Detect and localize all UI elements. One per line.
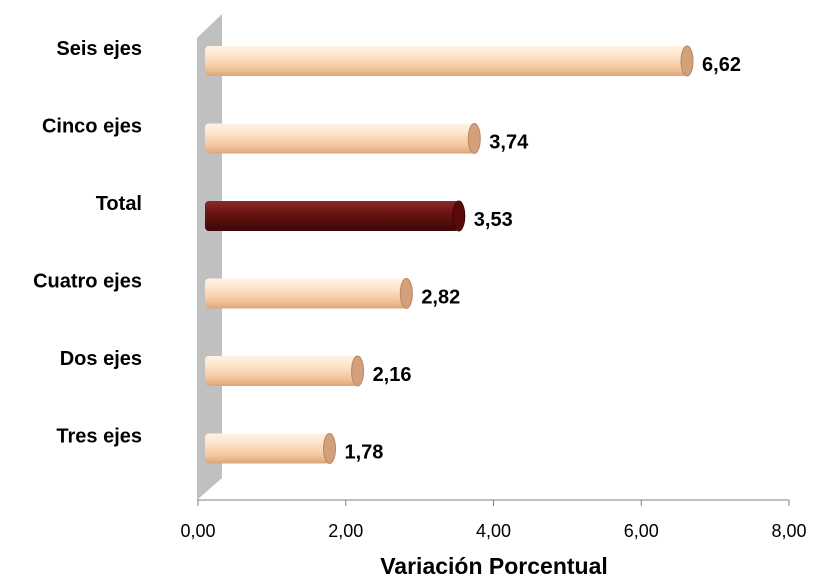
- x-tick-label: 6,00: [624, 521, 659, 541]
- category-labels: Seis ejes Cinco ejes Total Cuatro ejes Dos e…: [33, 38, 142, 448]
- bar-total: [205, 200, 466, 232]
- bar-body: [205, 123, 475, 154]
- bars-group: [205, 45, 694, 464]
- category-label: Tres ejes: [56, 426, 142, 448]
- bar-end-cap: [322, 433, 336, 464]
- bar-body: [205, 278, 407, 309]
- bar-body: [205, 201, 459, 231]
- bar-cuatro-ejes: [205, 278, 413, 309]
- bar-end-cap: [399, 278, 413, 309]
- bar-end-cap: [452, 200, 466, 232]
- value-labels: 6,62 3,74 3,53 2,82 2,16 1,78: [344, 54, 740, 464]
- bar-end-cap: [351, 355, 365, 387]
- category-label: Seis ejes: [56, 38, 142, 60]
- category-label: Dos ejes: [60, 348, 142, 370]
- category-label: Cinco ejes: [42, 116, 142, 138]
- category-label: Cuatro ejes: [33, 271, 142, 293]
- bar-seis-ejes: [205, 45, 694, 77]
- value-label: 3,74: [489, 132, 529, 154]
- bar-end-cap: [467, 123, 481, 154]
- value-label: 2,82: [421, 287, 460, 309]
- x-tick-label: 4,00: [476, 521, 511, 541]
- bar-body: [205, 46, 688, 76]
- x-tick-label: 0,00: [180, 521, 215, 541]
- x-axis-title: Variación Porcentual: [380, 553, 608, 579]
- value-label: 2,16: [373, 364, 412, 386]
- value-label: 6,62: [702, 54, 741, 76]
- x-axis-ticks: 0,00 2,00 4,00 6,00 8,00: [180, 500, 807, 541]
- x-tick-label: 2,00: [328, 521, 363, 541]
- x-tick-label: 8,00: [771, 521, 806, 541]
- value-label: 3,53: [474, 209, 513, 231]
- category-label: Total: [96, 193, 142, 215]
- bar-cinco-ejes: [205, 123, 481, 154]
- bar-end-cap: [680, 45, 694, 77]
- chart-back-wall: [197, 14, 222, 500]
- value-label: 1,78: [344, 442, 383, 464]
- bar-body: [205, 356, 358, 386]
- bar-body: [205, 433, 330, 464]
- bar-dos-ejes: [205, 355, 365, 387]
- bar-tres-ejes: [205, 433, 336, 464]
